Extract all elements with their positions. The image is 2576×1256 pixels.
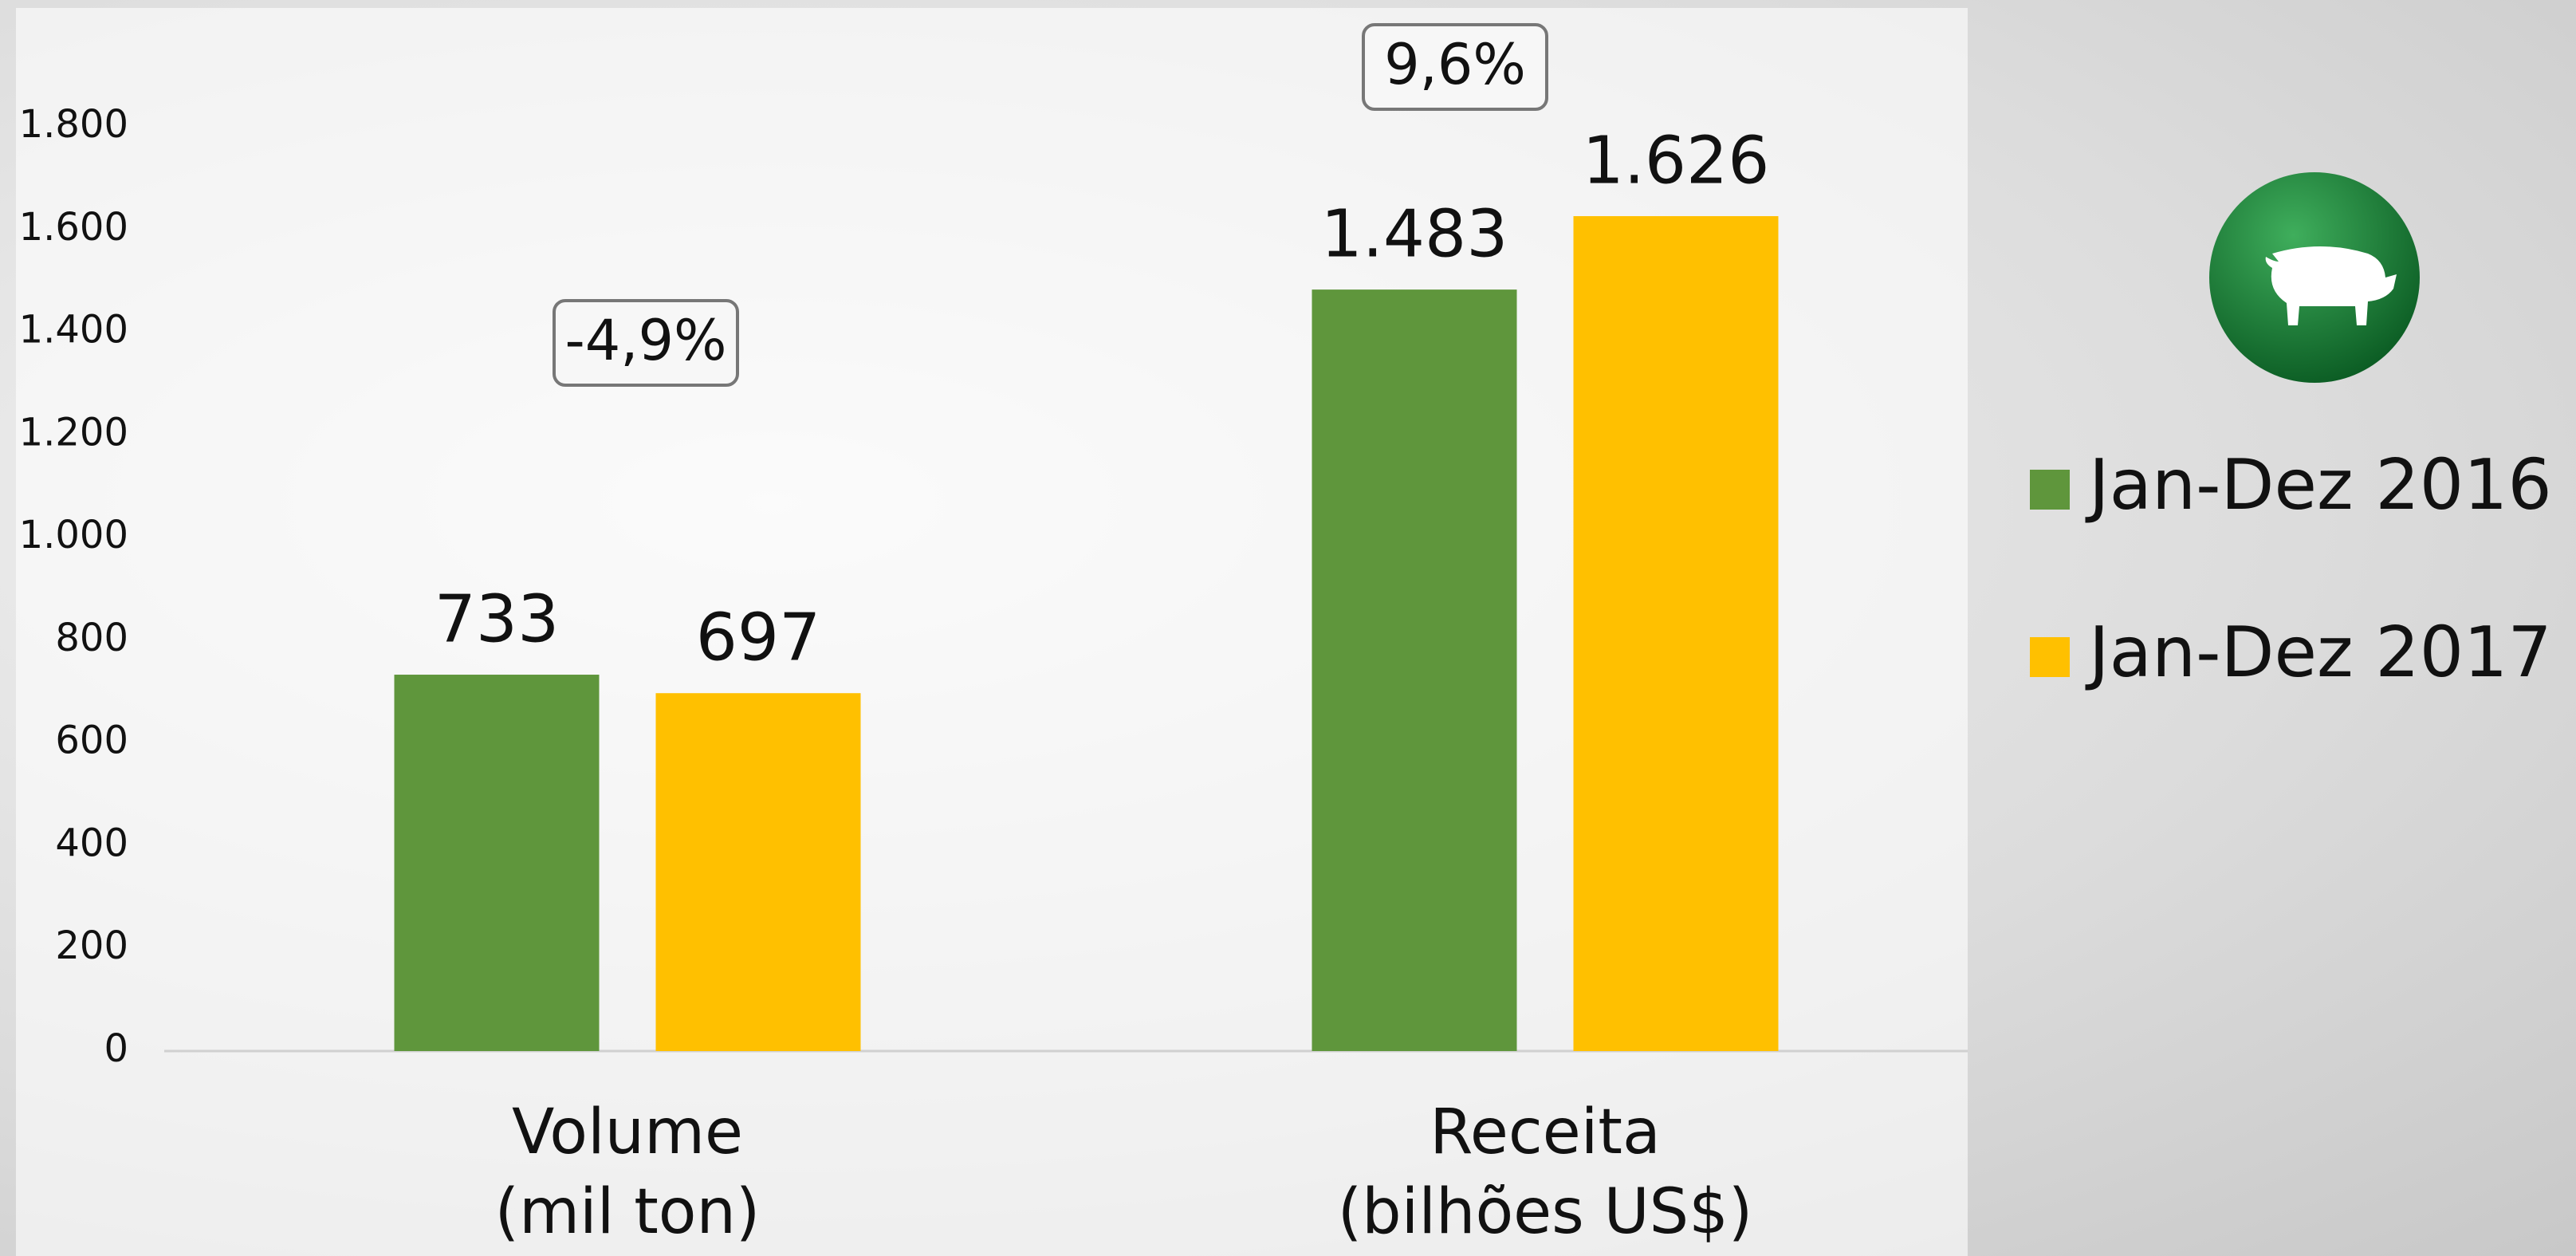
annotation: -4,9% (564, 308, 726, 373)
y-tick-label: 1.000 (19, 513, 128, 557)
y-tick-label: 200 (55, 923, 128, 968)
legend-swatch (2030, 470, 2070, 510)
icon (2209, 172, 2420, 383)
y-tick-label: 400 (55, 821, 128, 865)
y-tick-label: 1.800 (19, 102, 128, 147)
value-label: 1.483 (1321, 197, 1508, 273)
value-label: 1.626 (1583, 123, 1770, 199)
legend-label: Jan-Dez 2017 (2085, 612, 2552, 693)
y-tick-label: 1.200 (19, 410, 128, 455)
annotation: 9,6% (1384, 32, 1526, 97)
annotation-box (1362, 23, 1548, 111)
annotation-box (553, 299, 739, 387)
bar (655, 693, 861, 1051)
value-label: 733 (435, 581, 560, 657)
bar (1573, 216, 1779, 1052)
value-label: 697 (696, 600, 821, 676)
bar (1312, 289, 1517, 1051)
y-tick-label: 1.400 (19, 308, 128, 352)
legend-swatch (2030, 637, 2070, 677)
y-tick-label: 800 (55, 616, 128, 660)
x-tick-label: Volume (mil ton) (494, 1097, 761, 1248)
legend-label: Jan-Dez 2016 (2085, 444, 2552, 526)
y-tick-label: 600 (55, 719, 128, 763)
bar (394, 675, 600, 1051)
x-tick-label: Receita (bilhões US$) (1337, 1097, 1753, 1248)
y-tick-label: 1.600 (19, 205, 128, 250)
y-tick-label: 0 (104, 1026, 128, 1071)
